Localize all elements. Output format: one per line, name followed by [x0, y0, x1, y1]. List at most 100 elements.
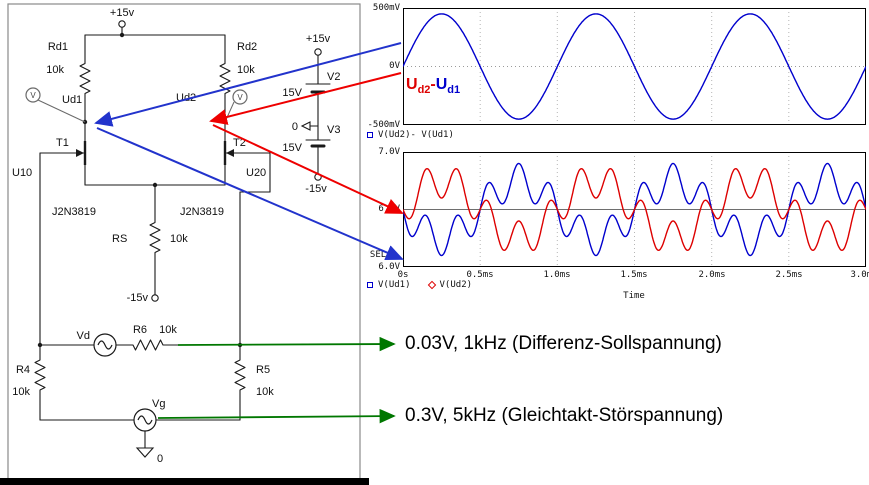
arrow-vd-to-annotation — [177, 336, 396, 352]
r5-value: 10k — [256, 386, 274, 398]
wire-shape — [152, 182, 158, 188]
wire-shape — [237, 342, 243, 348]
resistor-rd2 — [219, 34, 231, 123]
source-vd — [93, 333, 117, 357]
battery-v2-icon — [305, 83, 331, 94]
wire-shape — [82, 119, 88, 125]
v3-label: V3 — [327, 124, 340, 136]
probe-ud1: V — [25, 87, 86, 123]
probe1-label: V — [30, 91, 36, 100]
legend-diamond-icon — [427, 280, 436, 290]
plot2-xtick-1ms: 1.0ms — [543, 270, 571, 280]
rd2-value: 10k — [237, 64, 255, 76]
wire-shape — [93, 333, 117, 357]
plot2-ytick-6p5v: 6.5V — [378, 204, 400, 214]
plot2-legend-vud1: V(Ud1) — [378, 280, 411, 290]
wire-shape — [37, 99, 86, 123]
t2-label: T2 — [233, 137, 246, 149]
v2-value: 15V — [282, 87, 302, 99]
battery-v3-icon — [305, 139, 331, 148]
junction-dots — [37, 32, 243, 348]
r5-label: R5 — [256, 364, 270, 376]
plot2-xtick-2ms: 2.0ms — [698, 270, 726, 280]
r6-label: R6 — [133, 324, 147, 336]
ud2-label: Ud2 — [176, 92, 196, 104]
plot-differential-output — [403, 8, 866, 125]
wires — [39, 26, 319, 449]
t2-gate-arrow-icon — [226, 149, 234, 157]
wire-shape — [37, 342, 43, 348]
plot2-sel-label: SEL>> — [369, 250, 397, 260]
legend-square-icon — [367, 282, 373, 288]
vd-label: Vd — [77, 330, 90, 342]
annotation-commonmode: 0.3V, 5kHz (Gleichtakt-Störspannung) — [405, 405, 724, 426]
vcc-terminal — [118, 20, 126, 28]
plot2-xtick-3ms: 3.0ms — [850, 270, 869, 280]
plot1-ytick-minus500mv: -500mV — [367, 120, 400, 130]
wire-shape — [232, 89, 248, 105]
wire-shape — [25, 87, 41, 103]
resistor-r5 — [234, 344, 246, 406]
plot2-xtick-0p5ms: 0.5ms — [466, 270, 494, 280]
wire-shape — [133, 408, 157, 432]
resistor-r4 — [34, 344, 46, 406]
rd1-value: 10k — [46, 64, 64, 76]
u10-label: U10 — [12, 167, 32, 179]
vee-label: -15v — [127, 292, 149, 304]
minus-text: - — [430, 76, 436, 93]
zero-net-label: 0 — [292, 121, 298, 133]
plot2-legend-vud2: V(Ud2) — [439, 280, 473, 290]
resistor-rs — [149, 184, 161, 291]
source-vg — [133, 408, 157, 432]
vee-terminal — [151, 294, 159, 302]
plot2-xaxis-title: Time — [623, 291, 645, 301]
v3-value: 15V — [282, 142, 302, 154]
plot1-legend: V(Ud2)- V(Ud1) — [367, 130, 454, 140]
wire-shape — [119, 32, 125, 38]
ud1-label: Ud1 — [62, 94, 82, 106]
probe2-label: V — [237, 93, 243, 102]
arrow-vg-to-annotation — [157, 408, 396, 424]
t1-label: T1 — [56, 137, 69, 149]
trace-annotation-ud2-minus-ud1: Ud2-Ud1 — [406, 76, 460, 96]
plot2-ytick-7v: 7.0V — [378, 147, 400, 157]
wire-shape — [224, 101, 235, 123]
resistor-rd1 — [79, 34, 91, 123]
supply-plus-label: +15v — [306, 33, 331, 45]
vg-label: Vg — [152, 398, 165, 410]
r4-value: 10k — [12, 386, 30, 398]
ud2-red-text: Ud2 — [406, 76, 431, 97]
plot2-xtick-2p5ms: 2.5ms — [775, 270, 803, 280]
t1-gate-arrow-icon — [76, 149, 84, 157]
rs-value: 10k — [170, 233, 188, 245]
probe-ud2: V — [224, 89, 248, 123]
r6-value: 10k — [159, 324, 177, 336]
plot2-ytick-6v: 6.0V — [378, 262, 400, 272]
plot-node-voltages — [403, 152, 866, 267]
wire-shape — [222, 119, 228, 125]
resistor-r6 — [115, 339, 181, 351]
wire-shape — [97, 340, 113, 350]
t2-model-label: J2N3819 — [180, 206, 224, 218]
plot2-xtick-0s: 0s — [397, 270, 409, 280]
wire-shape — [137, 415, 153, 425]
u20-label: U20 — [246, 167, 266, 179]
trace-V(Ud2)-V(Ud1) — [403, 13, 866, 120]
ground-icon — [135, 447, 155, 458]
rd1-label: Rd1 — [48, 41, 68, 53]
arrow-ud1-to-plot2 — [96, 127, 404, 261]
rd2-label: Rd2 — [237, 41, 257, 53]
plot2-xtick-1p5ms: 1.5ms — [620, 270, 648, 280]
annotation-differential: 0.03V, 1kHz (Differenz-Sollspannung) — [405, 333, 722, 354]
plot1-ytick-0v: 0V — [389, 61, 400, 71]
legend-square-icon — [367, 132, 373, 138]
arrow-plot1-to-ud2 — [209, 72, 402, 125]
bottom-edge-bar — [0, 478, 369, 485]
plot1-legend-label: V(Ud2)- V(Ud1) — [378, 130, 454, 140]
ground-label: 0 — [157, 453, 163, 465]
arrow-plot1-to-ud1 — [94, 42, 402, 127]
supply-minus-terminal — [314, 173, 322, 181]
trace-V(Ud2) — [403, 167, 866, 252]
t1-model-label: J2N3819 — [52, 206, 96, 218]
v2-label: V2 — [327, 71, 340, 83]
